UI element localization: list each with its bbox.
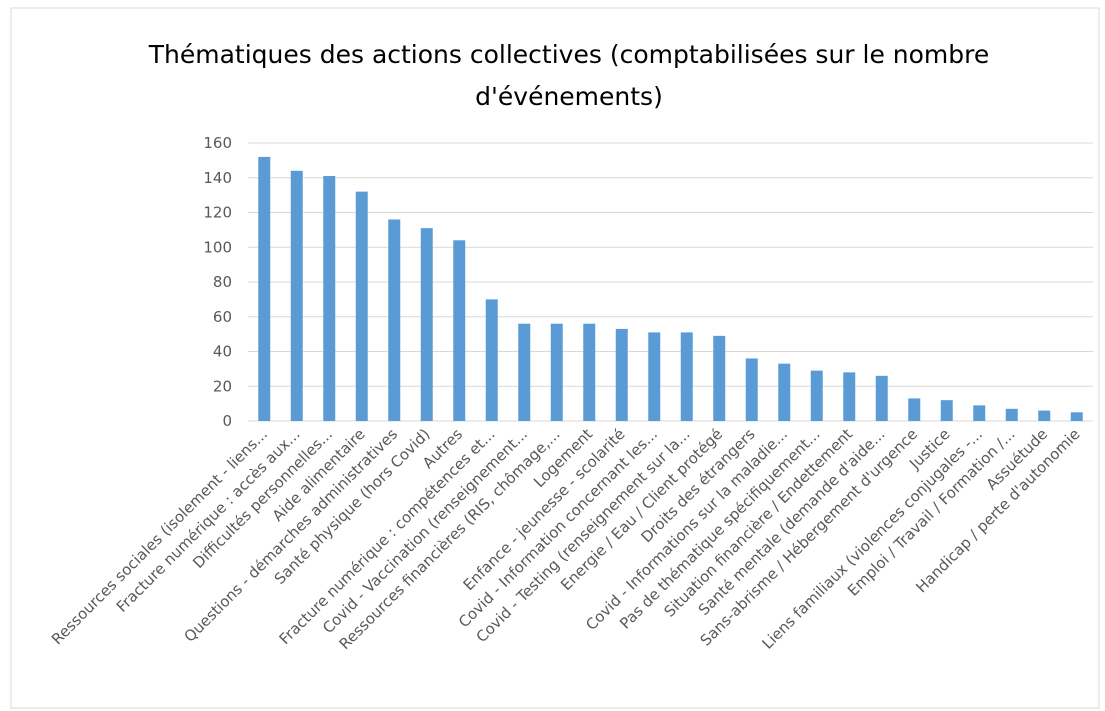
- y-tick-label: 0: [222, 412, 232, 430]
- y-tick-label: 140: [203, 169, 232, 187]
- y-tick-label: 100: [203, 238, 232, 256]
- bar: [550, 323, 563, 421]
- bar: [1005, 408, 1018, 421]
- bar: [1038, 410, 1051, 421]
- bar: [323, 176, 336, 421]
- bar: [583, 323, 596, 421]
- bar: [973, 405, 986, 421]
- y-tick-label: 120: [203, 204, 232, 222]
- bar: [713, 335, 726, 421]
- bar: [810, 370, 823, 421]
- y-tick-label: 160: [203, 134, 232, 152]
- bar: [258, 156, 271, 421]
- bar: [485, 299, 498, 421]
- bar: [615, 328, 628, 421]
- bar: [875, 375, 888, 421]
- bar: [388, 219, 401, 421]
- bar: [680, 332, 693, 421]
- bar: [355, 191, 368, 421]
- bar: [1070, 412, 1083, 421]
- bar: [745, 358, 758, 421]
- x-tick-label: Ressources sociales (isolement - liens..…: [48, 425, 271, 648]
- bar: [843, 372, 856, 421]
- bar: [940, 400, 953, 421]
- x-tick-label: Fracture numérique : accès aux...: [113, 425, 304, 616]
- y-tick-label: 80: [213, 273, 232, 291]
- y-tick-label: 20: [213, 377, 232, 395]
- bar: [420, 228, 433, 421]
- bar: [518, 323, 531, 421]
- chart-title: Thématiques des actions collectives (com…: [148, 40, 990, 111]
- bar: [908, 398, 921, 421]
- chart-border: [10, 7, 1100, 709]
- bar: [453, 240, 466, 421]
- y-tick-label: 40: [213, 343, 232, 361]
- y-tick-label: 60: [213, 308, 232, 326]
- bar: [778, 363, 791, 421]
- bar: [648, 332, 661, 421]
- bar: [290, 170, 303, 421]
